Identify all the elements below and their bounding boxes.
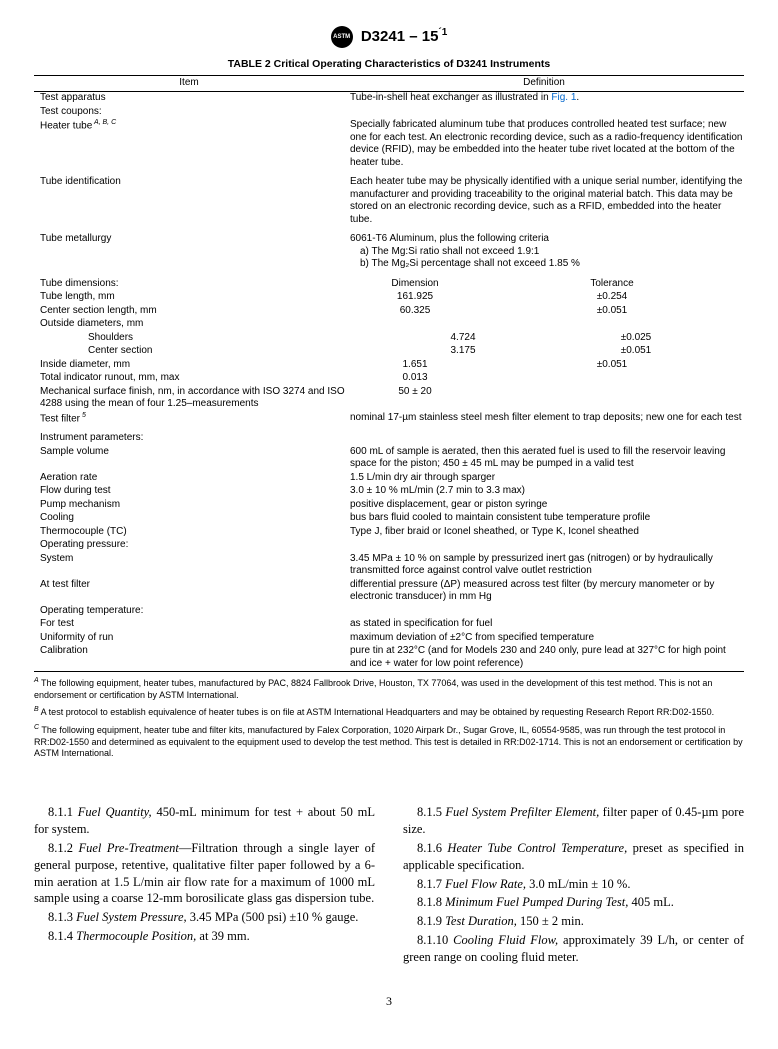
footnote-c: C The following equipment, heater tube a… — [34, 723, 744, 760]
table-row: Inside diameter, mm1.651±0.051 — [34, 358, 744, 372]
col-def: Definition — [344, 77, 744, 90]
table-row: Test coupons: — [34, 105, 744, 119]
footnote-b: B A test protocol to establish equivalen… — [34, 705, 744, 719]
table-row: Tube metallurgy6061-T6 Aluminum, plus th… — [34, 233, 744, 272]
table-row: Operating pressure: — [34, 539, 744, 553]
table-row: Coolingbus bars fluid cooled to maintain… — [34, 512, 744, 526]
table-row: System3.45 MPa ± 10 % on sample by press… — [34, 552, 744, 578]
fig1-link[interactable]: Fig. 1 — [551, 92, 576, 103]
astm-logo-icon: ASTM — [331, 26, 353, 48]
table-row: Test filter 5nominal 17-µm stainless ste… — [34, 411, 744, 426]
table-row: Tube length, mm161.925±0.254 — [34, 291, 744, 305]
table-row: Total indicator runout, mm, max0.013 — [34, 372, 744, 386]
table-row: Aeration rate1.5 L/min dry air through s… — [34, 471, 744, 485]
page-number: 3 — [34, 994, 744, 1009]
footnote-a: A The following equipment, heater tubes,… — [34, 676, 744, 701]
table-row: Tube dimensions:DimensionTolerance — [34, 277, 744, 291]
table-row: Center section length, mm60.325±0.051 — [34, 304, 744, 318]
epsilon-rev: ´1 — [438, 27, 447, 38]
table-row: For testas stated in specification for f… — [34, 618, 744, 632]
table-row: Center section3.175±0.051 — [34, 345, 744, 359]
table-row: Tube identificationEach heater tube may … — [34, 176, 744, 227]
table-row: Operating temperature: — [34, 604, 744, 618]
table-row: Thermocouple (TC)Type J, fiber braid or … — [34, 525, 744, 539]
col-item: Item — [34, 77, 344, 90]
table-row: Outside diameters, mm — [34, 318, 744, 332]
table-row: At test filterdifferential pressure (ΔP)… — [34, 578, 744, 604]
table-row: Mechanical surface finish, nm, in accord… — [34, 385, 744, 411]
table-row: Pump mechanismpositive displacement, gea… — [34, 498, 744, 512]
table-bottom-rule — [34, 671, 744, 672]
table-row: Test apparatusTube-in-shell heat exchang… — [34, 92, 744, 106]
standard-id: D3241 – 15 — [361, 28, 439, 45]
table-row: Heater tube A, B, CSpecially fabricated … — [34, 119, 744, 170]
table-row: Sample volume600 mL of sample is aerated… — [34, 445, 744, 471]
body-text: 8.1.1 Fuel Quantity, 450-mL minimum for … — [34, 804, 744, 966]
table-row: Instrument parameters: — [34, 432, 744, 446]
table-caption: TABLE 2 Critical Operating Characteristi… — [34, 58, 744, 71]
table-row: Uniformity of runmaximum deviation of ±2… — [34, 631, 744, 645]
doc-header: ASTM D3241 – 15´1 — [34, 26, 744, 48]
table-row: Shoulders4.724±0.025 — [34, 331, 744, 345]
table-row: Calibrationpure tin at 232°C (and for Mo… — [34, 645, 744, 671]
table-row: Flow during test3.0 ± 10 % mL/min (2.7 m… — [34, 485, 744, 499]
table-header: Item Definition — [34, 76, 744, 92]
